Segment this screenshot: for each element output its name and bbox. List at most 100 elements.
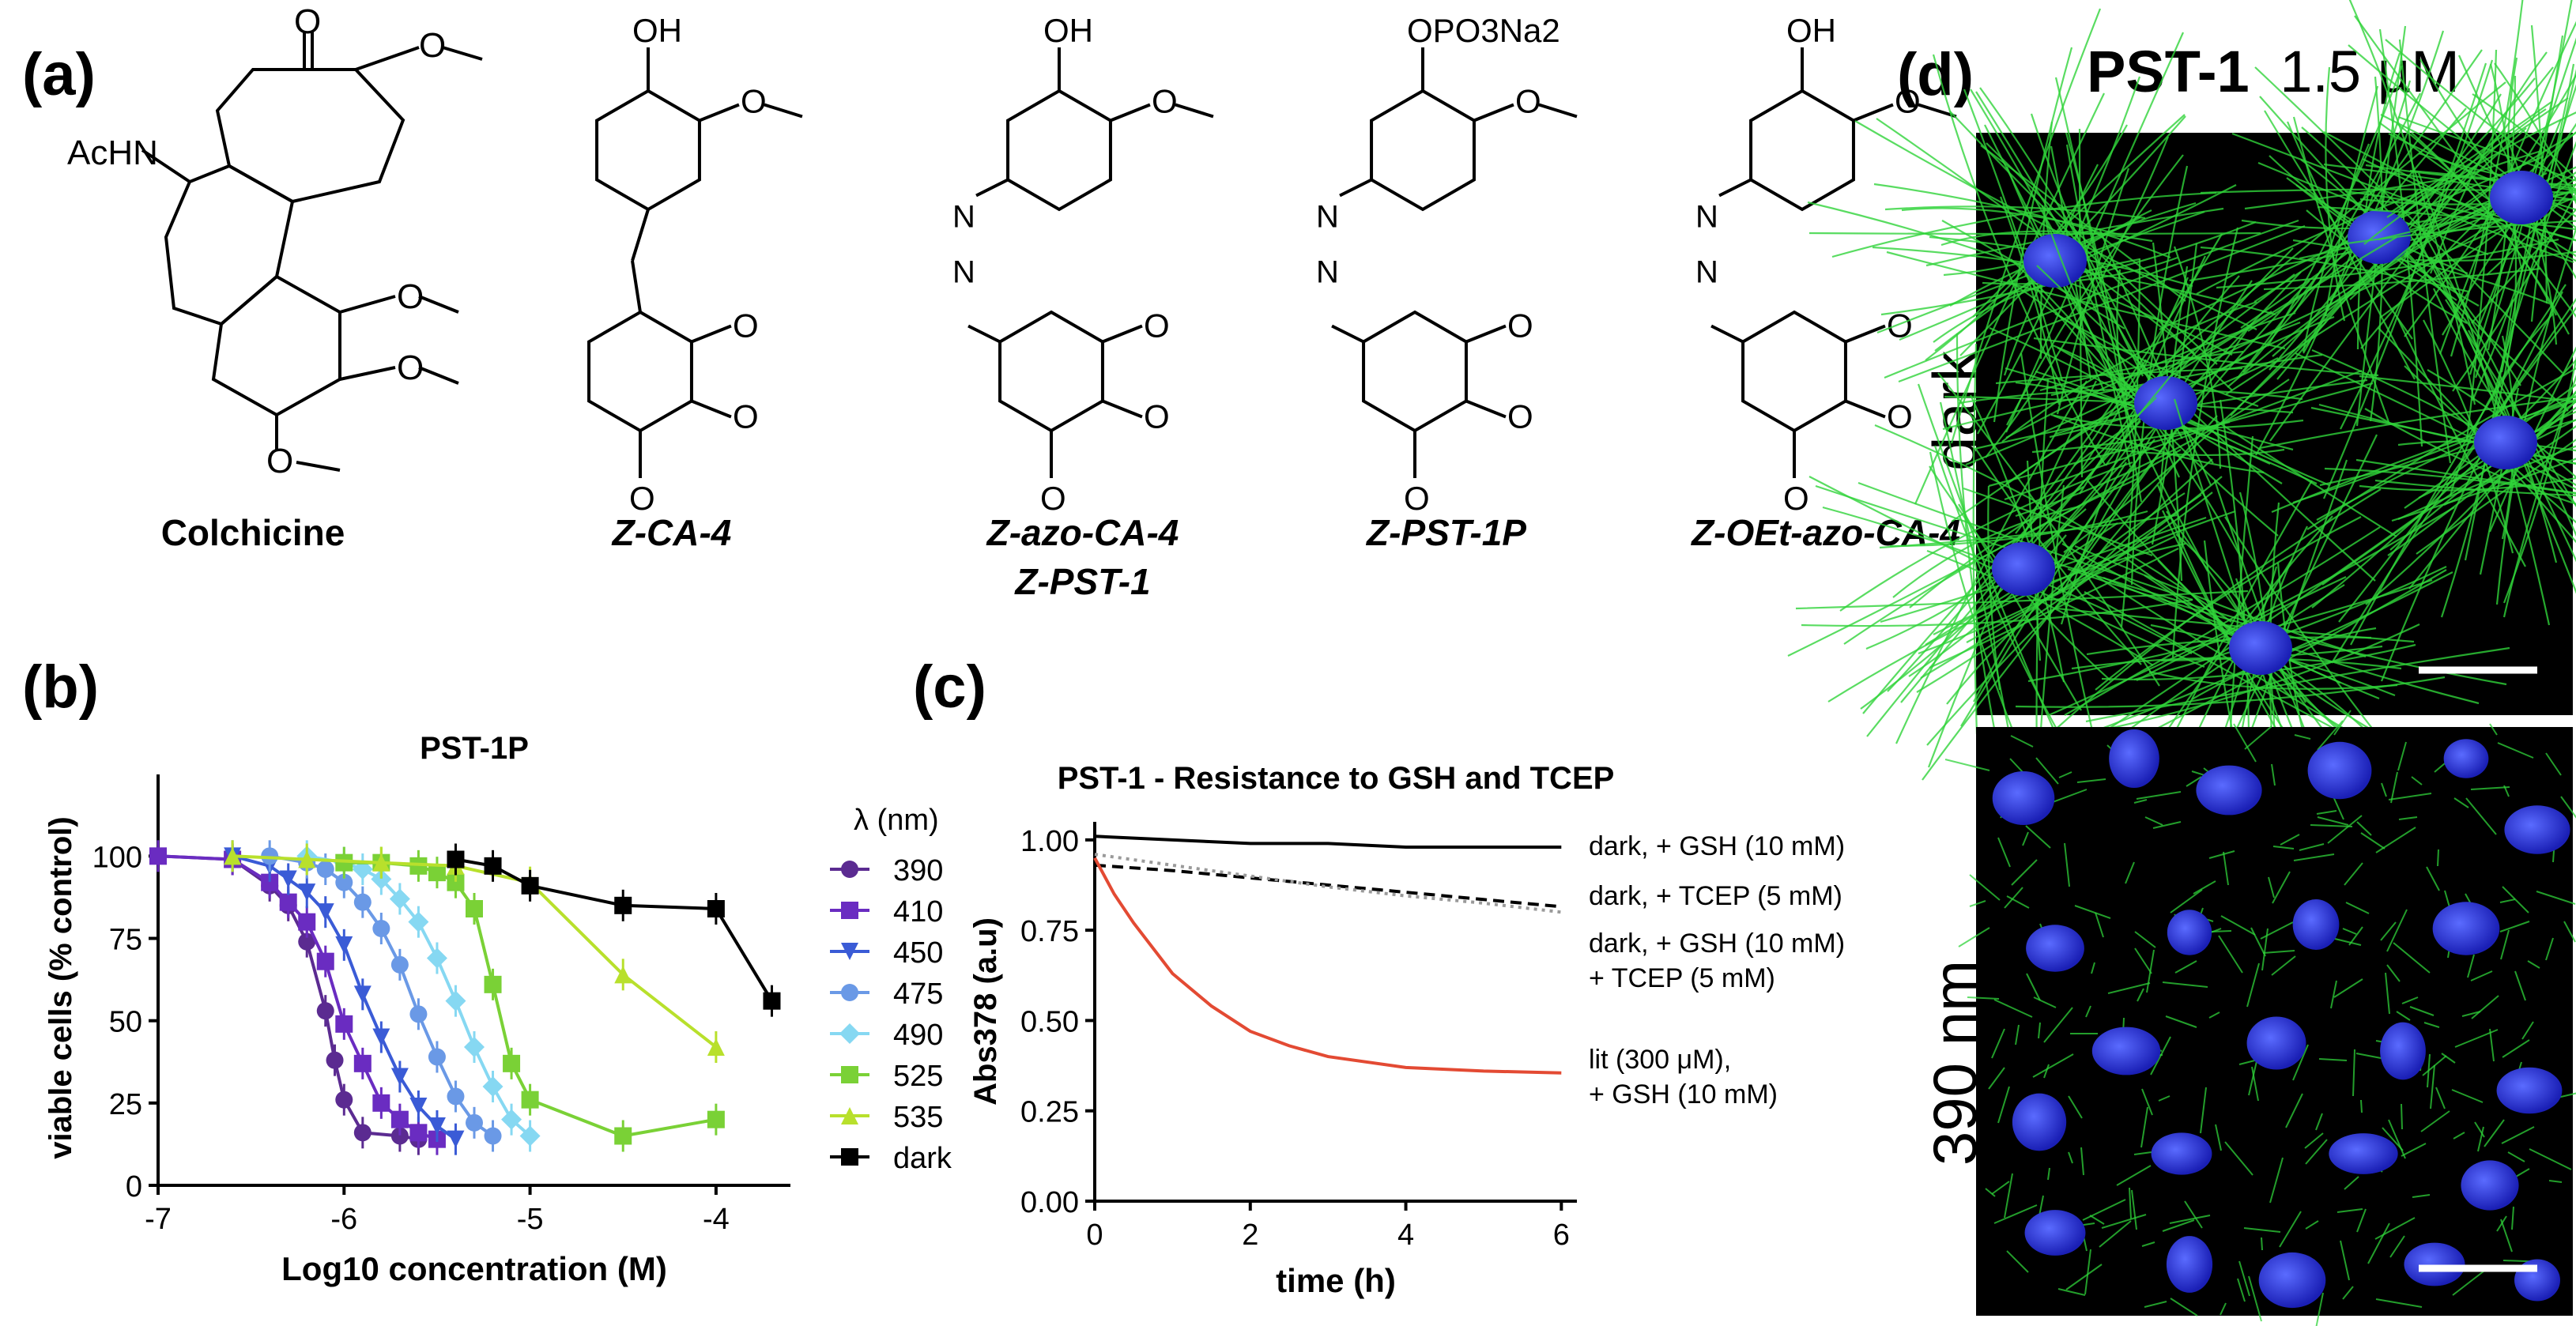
microtubule-fragment [2223, 851, 2229, 886]
microtubule-fragment [2374, 1217, 2416, 1240]
microtubule-fragment [2091, 962, 2095, 974]
data-point [261, 873, 279, 891]
series-line [1093, 857, 1562, 1075]
top-substituent: OH [1043, 12, 1093, 49]
microtubule-fragment [2285, 1093, 2303, 1128]
nucleus [2109, 729, 2159, 789]
atom-o-carbonyl: O [294, 2, 321, 41]
microtubule-fragment [1997, 1086, 2010, 1124]
data-point [841, 1107, 858, 1124]
microtubule [2263, 267, 2541, 291]
microtubule [2005, 32, 2185, 433]
data-point [316, 903, 334, 921]
microtubule-fragment [2237, 1278, 2246, 1302]
methoxy-bond [691, 399, 732, 419]
series-line [1094, 834, 1562, 849]
microtubule [2323, 131, 2576, 262]
series-2: dark, + GSH (10 mM) + TCEP (5 mM) [1094, 853, 1845, 993]
microtubule [2362, 158, 2576, 242]
data-point [447, 873, 465, 891]
nucleus [2012, 1093, 2067, 1151]
chart-title: PST-1 - Resistance to GSH and TCEP [1058, 761, 1615, 796]
microtubule-fragment [2033, 996, 2057, 1008]
data-point [316, 1002, 334, 1020]
microtubule-fragment [2261, 928, 2269, 971]
microtubule-fragment [2220, 1302, 2227, 1316]
methyl-bond [764, 103, 803, 119]
data-point [445, 990, 466, 1011]
microtubule [2488, 346, 2576, 533]
data-point [371, 868, 392, 890]
microtubule-fragment [2318, 1058, 2348, 1061]
data-point [841, 1148, 858, 1166]
compound-name-azo-ca4: Z-azo-CA-4 [986, 512, 1179, 553]
data-point [763, 992, 781, 1010]
micrograph-390nm [1944, 710, 2576, 1326]
nucleus [2329, 1133, 2398, 1174]
colchicine-atoms: O O AcHN O O O [67, 2, 446, 480]
microtubule [2095, 516, 2362, 691]
x-tick-label: -5 [517, 1203, 544, 1236]
data-point [614, 1127, 632, 1145]
microtubule [2364, 408, 2576, 505]
microtubule [2446, 410, 2576, 486]
microtubule-fragment [2271, 763, 2276, 786]
microtubule-fragment [2141, 1088, 2153, 1116]
data-point [298, 850, 316, 868]
nucleus [2292, 899, 2340, 950]
series-line [1094, 853, 1562, 914]
microtubule-fragment [2208, 1011, 2220, 1019]
microtubule-fragment [2125, 861, 2135, 884]
microtubule-fragment [2521, 1021, 2534, 1040]
nucleus [2166, 1236, 2213, 1293]
data-point [484, 975, 502, 993]
microtubule [2494, 62, 2576, 205]
data-point [353, 1124, 372, 1142]
microtubule-fragment [2316, 810, 2337, 815]
azo-bond [975, 178, 1009, 198]
nucleus [2443, 739, 2489, 778]
microtubule-fragment [2560, 796, 2576, 819]
data-point [428, 1117, 446, 1135]
microtubule-fragment [1988, 1067, 2005, 1090]
microtubule [2486, 183, 2576, 276]
data-point [390, 955, 409, 974]
microtubule-fragment [2453, 797, 2469, 808]
methoxy-o: O [1895, 83, 1921, 120]
microtubule-fragment [2215, 1124, 2222, 1151]
microtubule [2359, 375, 2576, 403]
microtubule-fragment [2186, 776, 2202, 787]
microtubule-fragment [2233, 723, 2257, 763]
microtubule-fragment [2342, 1286, 2354, 1300]
microtubule-fragment [2220, 915, 2256, 936]
microtubule-fragment [2269, 1157, 2284, 1204]
methoxy-o: O [1507, 307, 1533, 345]
azo-nitrogen: N [952, 255, 975, 290]
series-label: lit (300 μM), [1589, 1045, 1731, 1075]
microtubule-fragment [2022, 831, 2029, 846]
microtubule-fragment [2330, 980, 2337, 1009]
data-point [466, 1113, 483, 1132]
methoxy-bond [1473, 103, 1514, 122]
microtubule [1946, 492, 2186, 705]
microtubule [2397, 115, 2576, 182]
microtubule [1988, 382, 2374, 488]
data-point [149, 847, 167, 865]
microtubule-fragment [2342, 928, 2357, 935]
microtubule [2324, 85, 2379, 317]
microtubule-fragment [1967, 996, 2000, 1000]
data-point [372, 920, 390, 937]
data-point [614, 896, 632, 914]
microtubule-fragment [2272, 846, 2295, 849]
microtubule [1884, 205, 2146, 220]
microtubule-fragment [2299, 843, 2325, 851]
microtubule-fragment [2499, 921, 2530, 932]
microtubule-fragment [2057, 1288, 2086, 1296]
microtubule [2133, 566, 2447, 681]
methyl-bond [1538, 103, 1578, 119]
microtubule [2427, 369, 2576, 479]
nucleus [2496, 1067, 2563, 1114]
microtubule-fragment [2076, 778, 2106, 783]
y-tick-label: 75 [109, 924, 142, 957]
panel-a: (a) O O AcHN O O O [22, 2, 1960, 602]
